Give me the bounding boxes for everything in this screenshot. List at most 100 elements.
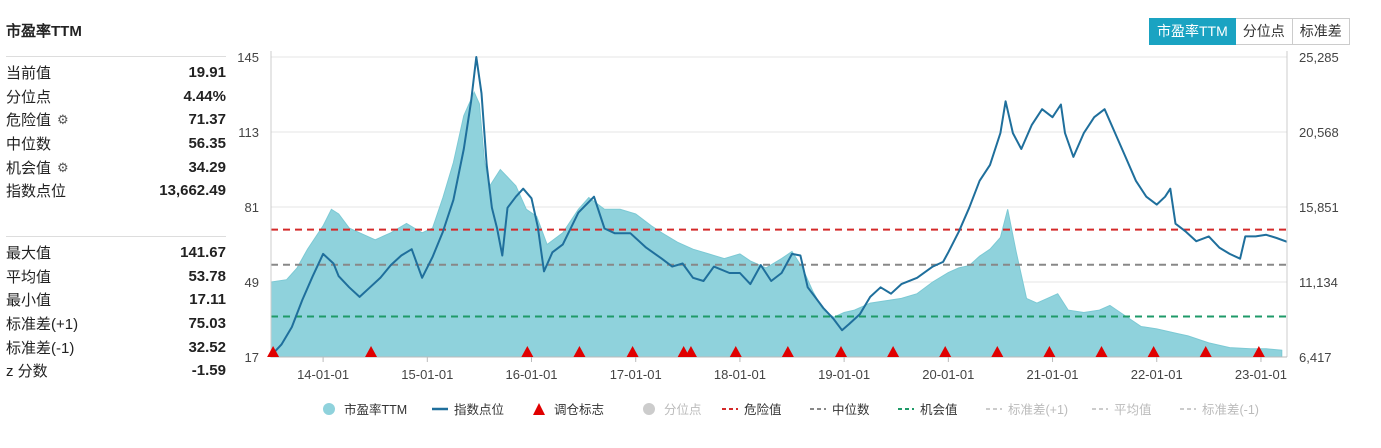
- stat-value: 17.11: [189, 291, 226, 309]
- x-tick-label: 21-01-01: [1027, 367, 1079, 382]
- x-tick-label: 15-01-01: [401, 367, 453, 382]
- rebalance-marker: [267, 346, 280, 357]
- stat-label: 机会值: [6, 159, 52, 177]
- stat-value: -1.59: [191, 362, 226, 380]
- stat-label: 最小值: [6, 292, 52, 310]
- axes: 145 25,285 113 20,568 81 15,851 49 11,134 17 6,41…: [237, 50, 1338, 382]
- x-tick-label: 22-01-01: [1131, 367, 1183, 382]
- right-tick-label: 6,417: [1299, 350, 1332, 365]
- legend-label: 机会值: [920, 402, 958, 417]
- view-tabs: 市盈率TTM 分位点 标准差: [1149, 18, 1350, 45]
- left-tick-label: 145: [237, 50, 259, 65]
- stat-label: 标准差(-1): [6, 339, 75, 357]
- rebalance-marker: [684, 346, 697, 357]
- stat-label: 分位点: [6, 88, 52, 106]
- legend-symbol: [323, 403, 335, 415]
- stat-value: 56.35: [188, 135, 226, 153]
- rebalance-markers: [267, 346, 1265, 357]
- x-tick-label: 19-01-01: [818, 367, 870, 382]
- chart-title: 市盈率TTM: [6, 23, 82, 40]
- x-tick-label: 20-01-01: [922, 367, 974, 382]
- rebalance-marker: [1252, 346, 1265, 357]
- legend-label: 分位点: [664, 402, 702, 417]
- x-tick-label: 14-01-01: [297, 367, 349, 382]
- stat-label: 标准差(+1): [6, 316, 79, 334]
- legend-symbol: [643, 403, 655, 415]
- legend-item: 平均值: [1092, 402, 1152, 417]
- rebalance-marker: [1095, 346, 1108, 357]
- stat-label: 中位数: [6, 136, 52, 154]
- legend-label: 危险值: [744, 402, 782, 417]
- stat-label: 平均值: [6, 268, 52, 286]
- stat-label: 最大值: [6, 245, 52, 263]
- stat-label: 指数点位: [6, 183, 67, 201]
- stat-row: 分位点 4.44%: [6, 85, 226, 109]
- rebalance-marker: [573, 346, 586, 357]
- legend-item: 标准差(-1): [1180, 403, 1259, 417]
- legend: 市盈率TTM 指数点位 调仓标志 分位点 危险值 中位数 机会值 标准差(+1) 平均值 标准差(…: [323, 402, 1259, 417]
- stats-current: 当前值 19.91 分位点 4.44% 危险值 ⚙ 71.37 中位数 56.35 机会值 ⚙ 34.…: [6, 56, 226, 203]
- right-tick-label: 25,285: [1299, 50, 1339, 65]
- rebalance-marker: [835, 346, 848, 357]
- tab-0[interactable]: 市盈率TTM: [1149, 18, 1236, 45]
- stat-value: 141.67: [180, 244, 226, 262]
- rebalance-marker: [626, 346, 639, 357]
- rebalance-marker: [991, 346, 1004, 357]
- right-tick-label: 15,851: [1299, 200, 1339, 215]
- tab-2[interactable]: 标准差: [1292, 18, 1350, 45]
- stat-value: 13,662.49: [159, 182, 226, 200]
- rebalance-marker: [365, 346, 378, 357]
- legend-item: 市盈率TTM: [323, 402, 407, 417]
- gear-icon[interactable]: ⚙: [57, 159, 69, 175]
- legend-symbol: [533, 403, 545, 415]
- stat-value: 71.37: [188, 111, 226, 129]
- x-tick-label: 18-01-01: [714, 367, 766, 382]
- stat-value: 32.52: [188, 338, 226, 356]
- stat-row: 中位数 56.35: [6, 132, 226, 156]
- x-tick-label: 16-01-01: [505, 367, 557, 382]
- stat-value: 75.03: [188, 315, 226, 333]
- legend-item: 标准差(+1): [986, 403, 1068, 417]
- stat-label: z 分数: [6, 363, 48, 381]
- legend-label: 标准差(+1): [1008, 403, 1068, 417]
- pe-area: [270, 90, 1283, 358]
- left-tick-label: 81: [245, 200, 259, 215]
- stat-row: 平均值 53.78: [6, 265, 226, 289]
- stat-value: 19.91: [188, 64, 226, 82]
- rebalance-marker: [729, 346, 742, 357]
- stat-value: 34.29: [188, 158, 226, 176]
- stat-row: z 分数 -1.59: [6, 359, 226, 383]
- right-tick-label: 20,568: [1299, 125, 1339, 140]
- stat-row: 指数点位 13,662.49: [6, 179, 226, 203]
- legend-item: 危险值: [722, 402, 782, 417]
- tab-1[interactable]: 分位点: [1235, 18, 1293, 45]
- x-tick-label: 23-01-01: [1235, 367, 1287, 382]
- stat-label: 危险值: [6, 112, 52, 130]
- stat-label: 当前值: [6, 65, 52, 83]
- stats-summary: 最大值 141.67 平均值 53.78 最小值 17.11 标准差(+1) 75.03 标准差…: [6, 236, 226, 383]
- left-tick-label: 49: [245, 275, 259, 290]
- stat-row: 机会值 ⚙ 34.29: [6, 155, 226, 179]
- legend-item: 中位数: [810, 402, 870, 417]
- x-tick-label: 17-01-01: [610, 367, 662, 382]
- pe-area-layer: [270, 90, 1283, 358]
- legend-label: 调仓标志: [554, 403, 604, 417]
- rebalance-marker: [1199, 346, 1212, 357]
- legend-label: 市盈率TTM: [344, 402, 407, 417]
- index-line-layer: [270, 56, 1288, 357]
- stat-row: 最小值 17.11: [6, 288, 226, 312]
- stat-row: 最大值 141.67: [6, 241, 226, 265]
- stat-row: 标准差(-1) 32.52: [6, 335, 226, 359]
- gear-icon[interactable]: ⚙: [57, 112, 69, 128]
- rebalance-marker: [1043, 346, 1056, 357]
- stat-row: 当前值 19.91: [6, 61, 226, 85]
- left-tick-label: 17: [245, 350, 259, 365]
- left-tick-label: 113: [238, 125, 259, 140]
- rebalance-marker: [887, 346, 900, 357]
- stat-row: 标准差(+1) 75.03: [6, 312, 226, 336]
- legend-item: 分位点: [643, 402, 702, 417]
- rebalance-marker: [781, 346, 794, 357]
- index-line: [270, 56, 1288, 357]
- legend-item: 机会值: [898, 402, 958, 417]
- legend-label: 中位数: [832, 402, 870, 417]
